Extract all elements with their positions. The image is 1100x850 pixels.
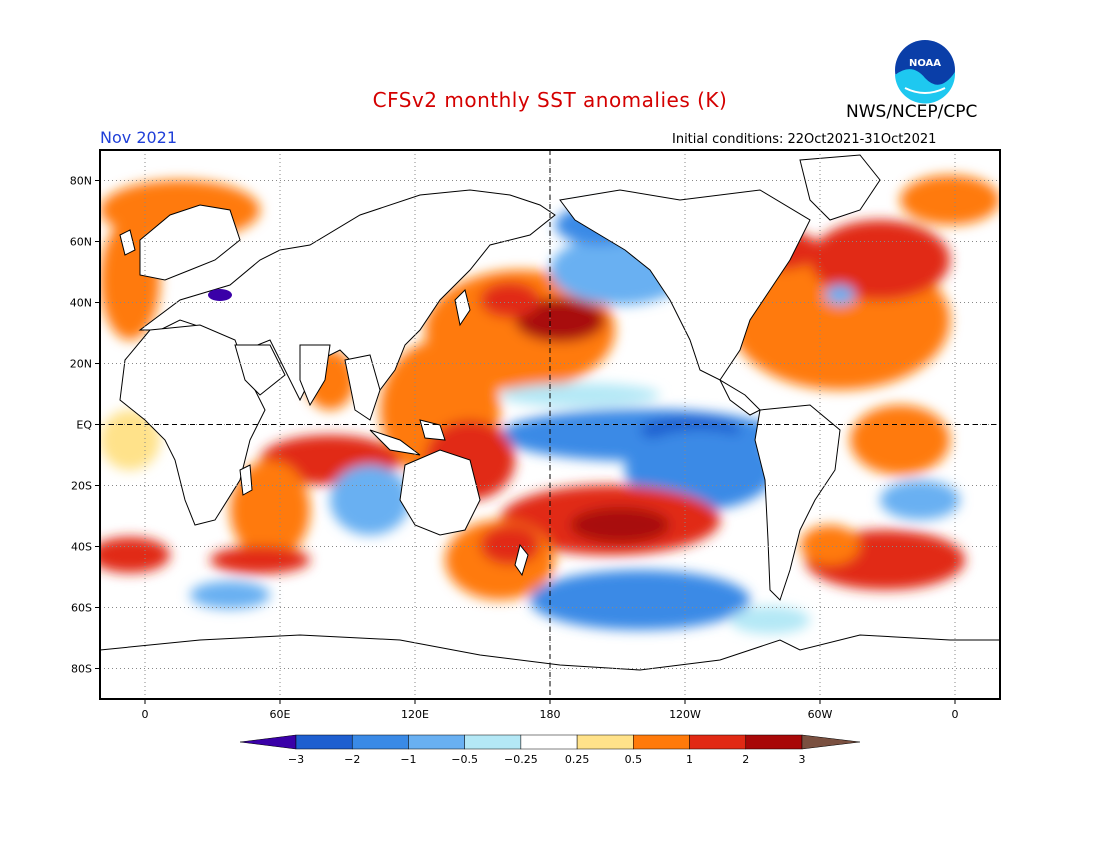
organization-label: NWS/NCEP/CPC (846, 102, 978, 122)
colorbar: −3 −2 −1 −0.5 −0.25 0.25 0.5 1 2 3 (239, 734, 861, 766)
colorbar-level-label: −1 (400, 753, 416, 766)
lat-tick-label: 40N (70, 297, 92, 310)
lon-tick-label: 60E (270, 708, 291, 721)
lat-tick-label: 20S (71, 480, 92, 493)
colorbar-swatch (351, 734, 409, 750)
lat-tick-label: 60N (70, 236, 92, 249)
colorbar-swatch (576, 734, 634, 750)
lon-tick-label: 60W (808, 708, 833, 721)
colorbar-swatch (408, 734, 465, 750)
lat-tick-label: 80S (71, 663, 92, 676)
lat-tick-label: 40S (71, 541, 92, 554)
colorbar-swatch (295, 734, 353, 750)
colorbar-low-triangle (239, 734, 297, 750)
lon-tick-label: 180 (540, 708, 561, 721)
longitude-axis: 0 60E 120E 180 120W 60W 0 (142, 699, 959, 721)
colorbar-swatch (689, 734, 747, 750)
chart-title: CFSv2 monthly SST anomalies (K) (372, 88, 728, 112)
latitude-axis: 80N 60N 40N 20N EQ 20S 40S 60S 80S (70, 175, 100, 676)
colorbar-level-label: 1 (686, 753, 693, 766)
noaa-logo-text: NOAA (909, 58, 941, 69)
lat-tick-label: 20N (70, 358, 92, 371)
lon-tick-label: 120E (401, 708, 429, 721)
lat-tick-label: EQ (76, 419, 92, 432)
colorbar-swatch (520, 734, 578, 750)
colorbar-level-label: 0.5 (625, 753, 643, 766)
colorbar-level-label: 2 (742, 753, 749, 766)
lon-tick-label: 0 (142, 708, 149, 721)
initial-conditions-label: Initial conditions: 22Oct2021-31Oct2021 (672, 132, 937, 147)
lat-tick-label: 60S (71, 602, 92, 615)
colorbar-level-label: 3 (799, 753, 806, 766)
colorbar-swatch (633, 734, 690, 750)
month-label: Nov 2021 (100, 128, 178, 147)
colorbar-high-triangle (801, 734, 861, 750)
colorbar-level-label: 0.25 (565, 753, 590, 766)
lon-tick-label: 0 (952, 708, 959, 721)
reference-lines (100, 150, 1000, 699)
noaa-logo: NOAA (895, 40, 956, 104)
lon-tick-label: 120W (669, 708, 701, 721)
lat-tick-label: 80N (70, 175, 92, 188)
colorbar-level-label: −0.5 (451, 753, 478, 766)
colorbar-level-label: −0.25 (504, 753, 538, 766)
colorbar-level-label: −2 (344, 753, 360, 766)
colorbar-swatch (745, 734, 803, 750)
colorbar-swatch (464, 734, 522, 750)
colorbar-level-label: −3 (288, 753, 304, 766)
